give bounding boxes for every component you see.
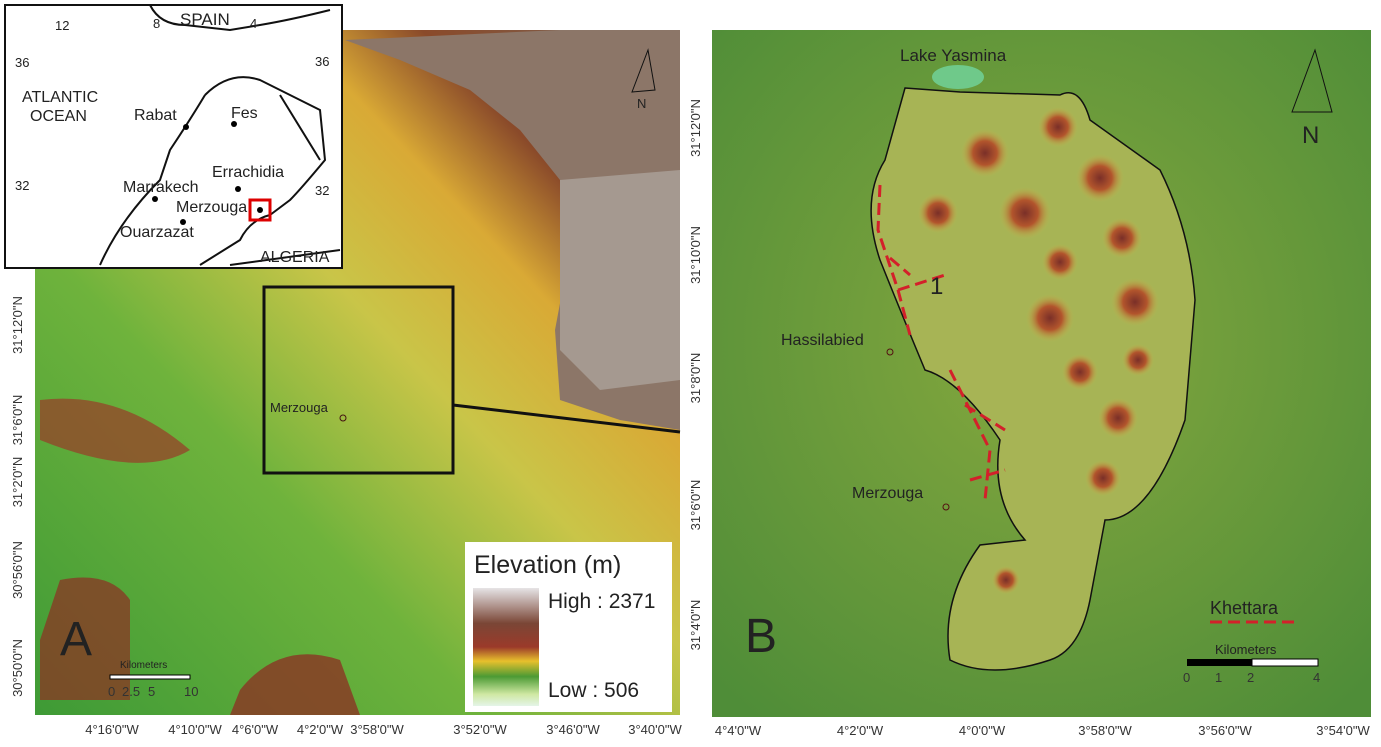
lon-tick-label: 3°46'0"W (546, 722, 600, 737)
scale-bar (110, 675, 190, 679)
lat-tick-label: 31°12'0"N (10, 296, 25, 354)
inset-tick: 36 (15, 55, 29, 70)
north-label: N (1302, 122, 1319, 149)
city-label: Errachidia (212, 164, 284, 181)
figure: Merzouga N A Kilometers 0 2.5 5 10 Eleva… (0, 0, 1381, 742)
lat-tick-label: 30°56'0"N (10, 541, 25, 599)
place-label: Merzouga (852, 485, 923, 502)
lake (932, 65, 984, 89)
lon-tick-label: 3°58'0"W (350, 722, 404, 737)
lat-tick-label: 31°4'0"N (688, 600, 703, 651)
lon-tick-label: 3°40'0"W (628, 722, 682, 737)
lake-label: Lake Yasmina (900, 46, 1007, 65)
lat-tick-label: 31°10'0"N (688, 226, 703, 284)
country-label: SPAIN (180, 10, 230, 29)
lon-tick-label: 4°0'0"W (959, 723, 1006, 738)
inset-tick: 36 (315, 54, 329, 69)
city-label: Merzouga (176, 199, 247, 216)
north-label: N (637, 96, 646, 111)
country-label: ALGERIA (260, 249, 330, 266)
page: Merzouga N A Kilometers 0 2.5 5 10 Eleva… (0, 0, 1381, 747)
plateau (560, 170, 680, 390)
lon-tick-label: 4°2'0"W (837, 723, 884, 738)
ocean-label: ATLANTIC (22, 89, 98, 106)
lon-tick-label: 4°16'0"W (85, 722, 139, 737)
lon-tick-label: 4°2'0"W (297, 722, 344, 737)
lat-tick-label: 31°8'0"N (688, 353, 703, 404)
lat-tick-label: 31°6'0"N (10, 395, 25, 446)
lat-tick-label: 31°2'0"N (10, 457, 25, 508)
inset-tick: 4 (250, 16, 257, 31)
lon-tick-label: 3°52'0"W (453, 722, 507, 737)
scale-tick: 5 (148, 684, 155, 699)
inset-tick: 32 (315, 183, 329, 198)
scale-title: Kilometers (1215, 642, 1277, 657)
lon-tick-label: 3°56'0"W (1198, 723, 1252, 738)
scale-tick: 4 (1313, 670, 1320, 685)
city-label: Marrakech (123, 179, 199, 196)
inset-tick: 8 (153, 16, 160, 31)
scale-tick: 0 (108, 684, 115, 699)
lon-tick-label: 4°6'0"W (232, 722, 279, 737)
legend-label: Khettara (1210, 598, 1279, 618)
scale-tick: 2 (1247, 670, 1254, 685)
ocean-label: OCEAN (30, 108, 87, 125)
inset-tick: 12 (55, 18, 69, 33)
lon-tick-label: 4°4'0"W (715, 723, 762, 738)
lon-tick-label: 3°58'0"W (1078, 723, 1132, 738)
lon-tick-label: 4°10'0"W (168, 722, 222, 737)
scale-bar (1187, 659, 1252, 666)
scale-title: Kilometers (120, 660, 167, 671)
city-label: Fes (231, 105, 258, 122)
panel-label: B (745, 610, 777, 663)
legend-high: High : 2371 (548, 590, 655, 613)
lon-tick-label: 3°54'0"W (1316, 723, 1370, 738)
lat-tick-label: 30°50'0"N (10, 639, 25, 697)
legend-low: Low : 506 (548, 679, 639, 702)
marker-label: 1 (930, 273, 943, 300)
city-label: Rabat (134, 107, 177, 124)
scale-bar (1252, 659, 1318, 666)
scale-tick: 10 (184, 684, 198, 699)
place-label: Hassilabied (781, 332, 864, 349)
lat-tick-label: 31°12'0"N (688, 99, 703, 157)
city-label: Ouarzazat (120, 224, 194, 241)
place-label: Merzouga (270, 400, 329, 415)
legend-ramp (473, 588, 539, 706)
scale-tick: 1 (1215, 670, 1222, 685)
inset-tick: 32 (15, 178, 29, 193)
legend-title: Elevation (m) (474, 551, 621, 579)
scale-tick: 0 (1183, 670, 1190, 685)
panel-b: Lake Yasmina 1 Hassilabied Merzouga N B … (712, 30, 1371, 717)
panel-label: A (60, 613, 92, 666)
panel-a: Merzouga N A Kilometers 0 2.5 5 10 Eleva… (5, 5, 680, 715)
scale-tick: 2.5 (122, 684, 140, 699)
lat-tick-label: 31°6'0"N (688, 480, 703, 531)
